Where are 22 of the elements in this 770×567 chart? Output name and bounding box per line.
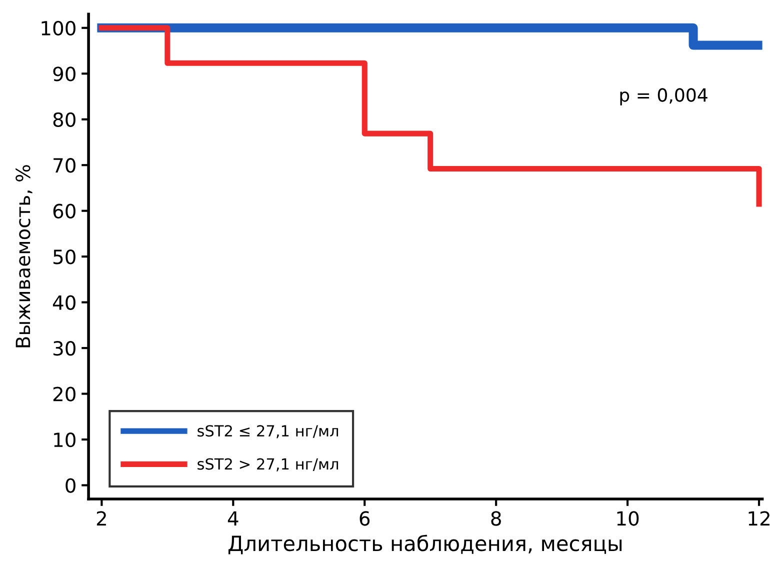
x-tick-label: 2 xyxy=(96,511,106,526)
y-tick-label: 0 xyxy=(66,478,76,493)
x-axis-title: Длительность наблюдения, месяцы xyxy=(228,534,622,554)
y-tick-label: 20 xyxy=(53,386,76,402)
legend-label: sST2 > 27,1 нг/мл xyxy=(198,458,338,472)
y-tick-label: 90 xyxy=(53,66,76,82)
legend-label: sST2 ≤ 27,1 нг/мл xyxy=(198,425,338,438)
x-tick-label: 4 xyxy=(228,511,238,526)
y-tick-label: 50 xyxy=(54,250,76,264)
y-tick-label: 40 xyxy=(52,295,76,310)
y-tick-label: 30 xyxy=(53,340,76,356)
x-tick-label: 6 xyxy=(360,511,370,526)
y-axis-title: Выживаемость, % xyxy=(16,165,32,348)
y-tick-label: 10 xyxy=(54,432,76,448)
y-tick-label: 100 xyxy=(42,20,76,36)
x-tick-label: 10 xyxy=(617,511,639,526)
x-tick-label: 8 xyxy=(491,511,501,526)
x-tick-label: 12 xyxy=(748,511,770,526)
y-tick-label: 70 xyxy=(54,158,76,173)
y-tick-label: 60 xyxy=(53,204,76,218)
y-tick-label: 80 xyxy=(53,112,76,128)
annotation: p = 0,004 xyxy=(620,88,708,106)
